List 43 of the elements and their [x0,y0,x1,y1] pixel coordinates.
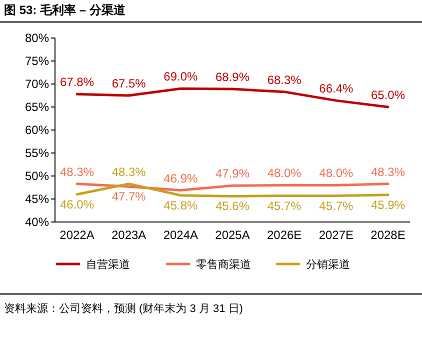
x-tick-label: 2027E [318,228,354,242]
data-label: 68.9% [215,70,250,84]
text: 资料来源：公司资料，预测 (财年末为 3 月 31 日) [4,302,243,315]
data-label: 45.6% [215,199,250,214]
y-tick-label: 60% [24,123,50,138]
y-tick-label: 80% [24,31,50,46]
data-label: 48.0% [267,166,302,180]
legend-label: 自营渠道 [86,258,130,271]
data-label: 48.0% [319,166,354,180]
data-label: 46.9% [164,171,198,186]
legend-label: 零售商渠道 [196,258,251,271]
data-label: 68.3% [267,72,302,87]
x-tick-label: 2028E [370,228,406,242]
data-label: 65.0% [370,88,406,102]
data-label: 45.8% [164,198,198,212]
line-series [76,182,390,192]
chart-title: 图 53: 毛利率 – 分渠道 [4,3,126,17]
x-tick-label: 2026E [266,228,302,242]
y-tick-label: 45% [24,192,50,206]
data-label: 46.0% [60,197,94,212]
data-label: 45.7% [267,198,302,213]
y-tick-label: 70% [24,77,50,92]
x-tick-label: 2024A [163,228,198,242]
data-label: 45.9% [370,198,406,212]
data-label: 48.3% [370,164,406,179]
data-label: 47.7% [112,190,146,204]
x-tick-label: 2023A [111,228,146,242]
data-label: 47.9% [215,166,250,181]
y-tick-label: 65% [24,100,50,114]
x-tick-label: 2022A [60,228,94,242]
data-label: 45.7% [319,198,354,213]
x-tick-label: 2025A [215,228,250,242]
legend-label: 分销渠道 [306,258,350,271]
data-label: 48.3% [112,164,146,179]
data-label: 67.8% [60,75,94,90]
data-label: 66.4% [319,82,354,96]
y-tick-label: 55% [24,146,50,160]
y-tick-label: 50% [24,169,50,184]
data-label: 67.5% [112,76,146,90]
y-tick-label: 40% [24,215,50,230]
data-label: 69.0% [164,70,198,84]
data-label: 48.3% [60,164,94,179]
y-tick-label: 75% [24,54,50,68]
